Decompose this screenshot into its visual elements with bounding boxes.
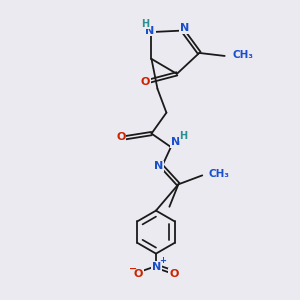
- Text: +: +: [159, 256, 166, 265]
- Text: O: O: [116, 132, 125, 142]
- Text: O: O: [169, 269, 178, 279]
- Text: N: N: [171, 136, 180, 147]
- Text: N: N: [146, 26, 154, 36]
- Text: O: O: [134, 269, 143, 279]
- Text: H: H: [179, 131, 188, 141]
- Text: CH₃: CH₃: [232, 50, 253, 60]
- Text: −: −: [129, 264, 137, 274]
- Text: N: N: [180, 23, 189, 33]
- Text: CH₃: CH₃: [209, 169, 230, 179]
- Text: H: H: [141, 19, 149, 29]
- Text: N: N: [154, 161, 163, 171]
- Text: O: O: [140, 77, 150, 87]
- Text: N: N: [152, 262, 161, 272]
